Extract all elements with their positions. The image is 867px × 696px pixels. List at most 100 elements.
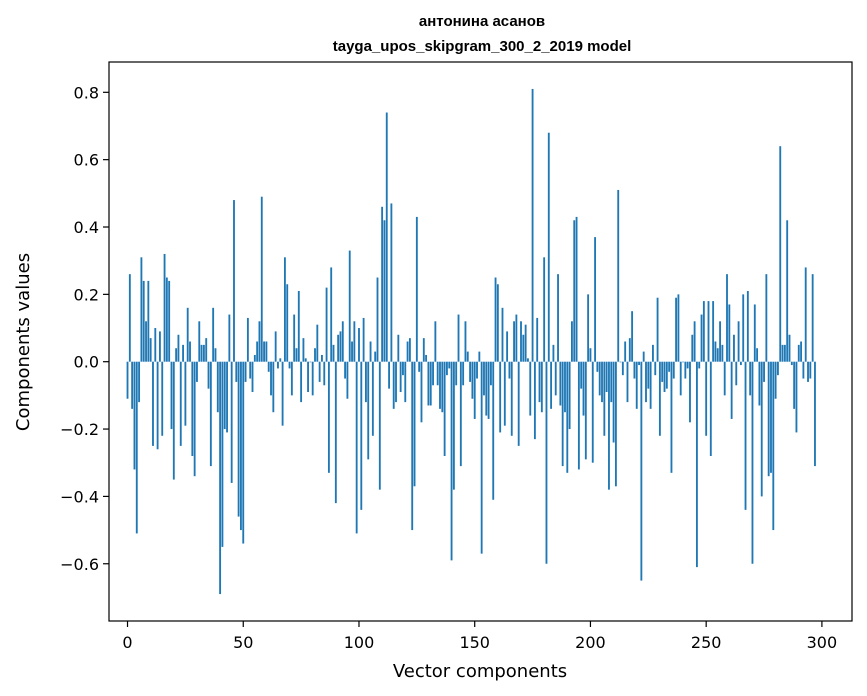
bar-142 (455, 361, 458, 386)
bar-118 (399, 361, 402, 393)
bar-273 (758, 361, 761, 406)
bar-9 (147, 280, 150, 362)
y-axis-label: Components values (13, 253, 34, 431)
bar-269 (749, 361, 752, 396)
bar-79 (309, 361, 312, 363)
bar-22 (177, 334, 180, 362)
bar-130 (427, 361, 430, 406)
bar-169 (517, 361, 520, 446)
bar-172 (524, 324, 527, 362)
bar-116 (395, 361, 397, 403)
bar-197 (582, 361, 585, 416)
bar-21 (175, 348, 178, 362)
bar-208 (608, 361, 610, 490)
y-tick-label: 0.6 (74, 151, 99, 170)
y-tick-label: −0.4 (60, 487, 99, 506)
bar-264 (737, 321, 740, 362)
bar-166 (510, 361, 513, 436)
bar-140 (450, 361, 453, 561)
bar-62 (270, 361, 272, 396)
bar-27 (189, 341, 191, 362)
bar-241 (684, 361, 687, 379)
bar-68 (283, 257, 286, 362)
bar-74 (297, 290, 300, 362)
bar-98 (353, 321, 356, 362)
bar-45 (230, 361, 233, 483)
bar-190 (566, 361, 569, 473)
bar-237 (675, 297, 678, 362)
bar-243 (689, 361, 691, 423)
bar-46 (233, 200, 235, 362)
bar-132 (432, 361, 434, 386)
y-tick-label: 0.8 (74, 83, 99, 102)
bar-123 (411, 361, 414, 531)
bar-4 (135, 361, 138, 534)
bar-225 (647, 361, 650, 389)
chart-subtitle: tayga_upos_skipgram_300_2_2019 model (333, 38, 632, 55)
bar-58 (260, 196, 263, 362)
bar-10 (149, 338, 152, 362)
bar-193 (573, 220, 576, 362)
y-tick-label: −0.6 (60, 555, 99, 574)
bar-210 (612, 361, 615, 443)
bar-170 (520, 321, 522, 362)
bar-256 (719, 321, 721, 362)
bar-215 (624, 341, 627, 362)
bar-77 (304, 358, 307, 362)
bar-198 (584, 361, 587, 460)
bar-191 (568, 361, 571, 430)
bar-91 (337, 334, 340, 362)
bar-246 (695, 361, 698, 568)
bar-107 (374, 351, 377, 362)
bar-188 (561, 361, 564, 467)
bar-70 (288, 361, 291, 369)
bar-164 (506, 331, 509, 362)
bar-71 (290, 361, 293, 396)
bar-147 (466, 351, 469, 362)
bar-211 (614, 361, 617, 487)
bar-177 (536, 317, 539, 362)
bar-155 (485, 361, 488, 416)
bar-87 (327, 361, 330, 473)
bar-175 (531, 88, 534, 362)
bar-284 (783, 344, 786, 362)
x-tick-label: 200 (575, 633, 606, 652)
bar-272 (756, 348, 759, 362)
bar-187 (559, 361, 562, 406)
bar-184 (552, 344, 555, 362)
bar-108 (376, 277, 379, 362)
bar-148 (469, 361, 472, 382)
bar-201 (591, 361, 594, 463)
bar-252 (709, 361, 712, 456)
bar-192 (571, 321, 573, 362)
x-axis-label: Vector components (393, 661, 567, 682)
bar-7 (142, 280, 145, 362)
bar-11 (152, 361, 154, 446)
bar-93 (341, 321, 344, 362)
bar-216 (626, 361, 629, 403)
bar-288 (793, 361, 796, 409)
bar-248 (700, 314, 703, 362)
bar-297 (814, 361, 816, 467)
bar-104 (367, 361, 370, 460)
bar-121 (406, 341, 409, 362)
bar-69 (286, 284, 289, 362)
bar-200 (589, 348, 592, 362)
bar-126 (418, 361, 421, 372)
chart-title: антонина асанов (419, 13, 545, 30)
bar-292 (802, 361, 805, 379)
bar-137 (443, 361, 446, 456)
x-tick-label: 50 (233, 633, 253, 652)
bar-276 (765, 274, 768, 362)
bar-283 (781, 344, 784, 362)
bar-294 (807, 361, 809, 382)
bar-5 (138, 361, 141, 403)
y-tick-label: 0.4 (74, 218, 99, 237)
bar-150 (473, 361, 476, 419)
bar-33 (202, 344, 205, 362)
bar-51 (244, 361, 247, 382)
bar-57 (258, 321, 261, 362)
bar-40 (219, 361, 222, 595)
bar-279 (772, 361, 775, 531)
bar-24 (182, 344, 184, 362)
